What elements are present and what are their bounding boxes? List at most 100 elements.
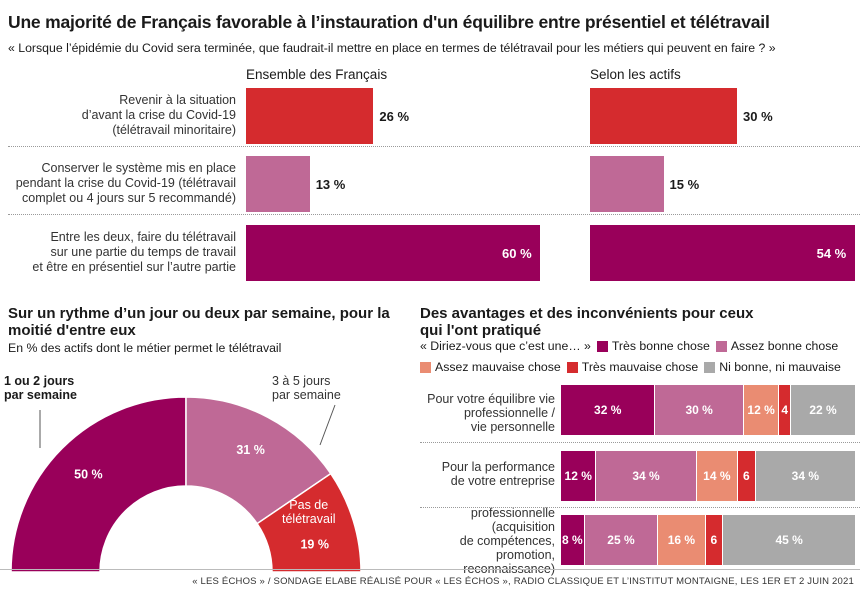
- segment-1-1: 32 %: [561, 385, 656, 435]
- segment-value-label: 30 %: [685, 403, 713, 417]
- question-label-line: Entre les deux, faire du télétravail: [50, 230, 236, 244]
- bar-actifs-3: [590, 225, 855, 281]
- segment-value-label: 16 %: [667, 533, 696, 547]
- slice-name-2: 3 à 5 jours par semaine: [272, 374, 341, 402]
- legend-swatch-tres-bonne: [596, 340, 608, 352]
- chart-subtitle: « Lorsque l’épidémie du Covid sera termi…: [8, 41, 776, 55]
- segment-2-2: 34 %: [596, 451, 697, 501]
- bar-actifs-2: [590, 156, 664, 212]
- series-header-actifs: Selon les actifs: [590, 67, 681, 82]
- bar-value-label: 54 %: [816, 246, 847, 261]
- legend-assez-mauvaise: Assez mauvaise chose: [435, 360, 561, 374]
- category-line: promotion,: [495, 548, 555, 562]
- slice-1: [10, 396, 187, 573]
- segment-value-label: 6: [710, 533, 718, 547]
- segment-value-label: 8 %: [561, 533, 583, 547]
- bar-value-label: 60 %: [502, 246, 532, 261]
- slice-name-line: par semaine: [4, 388, 77, 402]
- segment-3-2: 25 %: [584, 515, 659, 565]
- bar-value-label: 26 %: [379, 109, 410, 124]
- question-label-line: Conserver le système mis en place: [41, 161, 236, 175]
- stacked-category-3: professionnelle (acquisition de compétence…: [395, 506, 555, 576]
- segment-value-label: 14 %: [703, 469, 731, 483]
- slice-name-3: Pas de télétravail: [282, 498, 336, 526]
- segment-1-2: 30 %: [655, 385, 744, 435]
- question-label-line: Revenir à la situation: [119, 93, 236, 107]
- slice-value-label: 31 %: [236, 443, 265, 457]
- segment-3-1: 8 %: [561, 515, 585, 565]
- slice-name-line: Pas de: [289, 498, 329, 512]
- series-header-ensemble: Ensemble des Français: [246, 67, 388, 82]
- slice-name-line: par semaine: [272, 388, 341, 402]
- category-line: professionnelle /: [463, 406, 555, 420]
- category-line: de votre entreprise: [450, 474, 555, 488]
- half-donut-subtitle: En % des actifs dont le métier permet le…: [8, 341, 282, 355]
- segment-value-label: 4: [781, 403, 789, 417]
- segment-1-3: 12 %: [743, 385, 780, 435]
- question-label-line: et être en présentiel sur l’autre partie: [32, 260, 236, 274]
- segment-value-label: 12 %: [564, 469, 592, 483]
- bar-ensemble-2: [246, 156, 310, 212]
- segment-2-5: 34 %: [755, 451, 856, 501]
- segment-value-label: 6: [743, 469, 750, 483]
- stacked-chart-title: Des avantages et des inconvénients pour …: [420, 305, 850, 339]
- question-label-line: complet ou 4 jours sur 5 recommandé): [22, 191, 236, 205]
- legend-ni: Ni bonne, ni mauvaise: [719, 360, 841, 374]
- title-line: qui l'ont pratiqué: [420, 322, 542, 339]
- bar-ensemble-1: [246, 88, 374, 144]
- legend-row-2: Assez mauvaise chose Très mauvaise chose…: [414, 360, 841, 374]
- category-line: vie personnelle: [470, 420, 555, 434]
- chart-title: Une majorité de Français favorable à l’i…: [8, 12, 770, 32]
- segment-2-4: 6: [738, 451, 756, 501]
- question-label-line: (télétravail minoritaire): [112, 123, 236, 137]
- question-label-1: Revenir à la situation d’avant la crise d…: [0, 93, 236, 138]
- slice-name-line: télétravail: [282, 512, 336, 526]
- row-separator: [8, 214, 860, 215]
- stacked-category-2: Pour la performance de votre entreprise: [395, 460, 555, 488]
- slice-name-1: 1 ou 2 jours par semaine: [4, 374, 77, 402]
- segment-3-3: 16 %: [658, 515, 706, 565]
- leader-line: [319, 404, 336, 446]
- bar-actifs-1: [590, 88, 737, 144]
- legend-tres-bonne: Très bonne chose: [611, 339, 710, 353]
- segment-value-label: 12 %: [747, 403, 775, 417]
- row-separator: [8, 146, 860, 147]
- bar-value-label: 30 %: [743, 109, 773, 124]
- slice-value-label: 19 %: [300, 538, 329, 552]
- bar-value-label: 15 %: [669, 177, 700, 192]
- segment-1-4: 4: [779, 385, 792, 435]
- legend-swatch-tres-mauvaise: [566, 361, 578, 373]
- half-donut-title: Sur un rythme d’un jour ou deux par sema…: [8, 305, 390, 339]
- question-label-line: pendant la crise du Covid-19 (télétravai…: [15, 176, 236, 190]
- segment-value-label: 25 %: [607, 533, 635, 547]
- category-line: de compétences,: [459, 534, 555, 548]
- question-label-2: Conserver le système mis en place pendant…: [0, 161, 236, 206]
- segment-value-label: 45 %: [775, 533, 803, 547]
- category-line: Pour votre équilibre vie: [427, 392, 555, 406]
- source-note: « LES ÉCHOS » / SONDAGE ELABE RÉALISÉ PO…: [192, 576, 854, 587]
- legend-tres-mauvaise: Très mauvaise chose: [581, 360, 699, 374]
- legend-assez-bonne: Assez bonne chose: [730, 339, 839, 353]
- legend-swatch-assez-bonne: [715, 340, 727, 352]
- segment-2-3: 14 %: [696, 451, 738, 501]
- question-label-line: d’avant la crise du Covid-19: [81, 108, 236, 122]
- segment-value-label: 34 %: [632, 469, 660, 483]
- slice-value-label: 50 %: [74, 467, 103, 481]
- segment-3-5: 45 %: [723, 515, 856, 565]
- bar-ensemble-3: [246, 225, 540, 281]
- question-label-line: sur une partie du temps de travail: [50, 245, 236, 259]
- stacked-category-1: Pour votre équilibre vie professionnelle …: [395, 392, 555, 434]
- legend-swatch-ni: [704, 361, 716, 373]
- legend-row-1: « Diriez-vous que c’est une… » Très bonn…: [420, 339, 838, 353]
- footer-rule: [0, 569, 860, 570]
- category-line: Pour la performance: [441, 460, 555, 474]
- question-label-3: Entre les deux, faire du télétravail sur …: [0, 230, 236, 275]
- segment-3-4: 6: [705, 515, 724, 565]
- category-line: professionnelle: [470, 506, 555, 520]
- category-line: (acquisition: [491, 520, 555, 534]
- stacked-row-separator: [420, 507, 860, 508]
- legend-question: « Diriez-vous que c’est une… »: [420, 339, 591, 353]
- segment-value-label: 22 %: [809, 403, 837, 417]
- bar-value-label: 13 %: [315, 177, 346, 192]
- segment-value-label: 32 %: [594, 403, 622, 417]
